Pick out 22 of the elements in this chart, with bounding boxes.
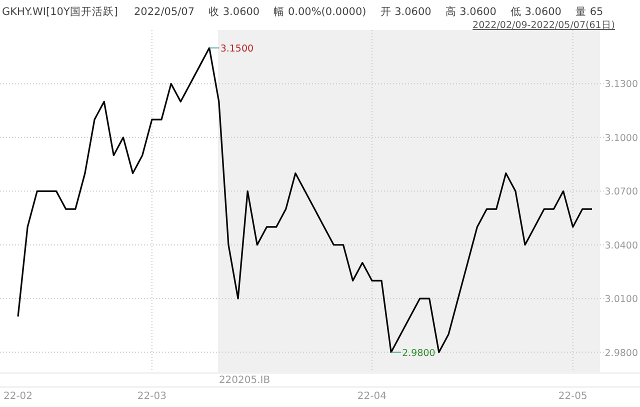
y-tick-label: 3.0100: [604, 294, 638, 306]
chart-title: GKHY.WI[10Y国开活跃]: [2, 6, 118, 18]
x-tick-label: 22-04: [357, 391, 386, 402]
text: 量 65: [575, 6, 604, 18]
text: 高 3.0600: [445, 5, 496, 18]
text: 低 3.0600: [510, 6, 562, 18]
y-tick-label: 3.0400: [604, 240, 638, 252]
y-tick-label: 3.1000: [604, 132, 638, 144]
x-tick-label: 22-05: [558, 391, 588, 402]
y-tick-label: 3.0700: [604, 186, 638, 198]
text: 2022/05/07: [134, 6, 195, 18]
annotation: 3.1500: [220, 43, 254, 54]
chart-subtitle: 2022/02/09-2022/05/07(61日): [472, 20, 615, 31]
x-tick-label: 22-02: [3, 391, 33, 402]
y-tick-label: 2.9800: [604, 348, 638, 359]
text: 开 3.0600: [380, 6, 432, 18]
annotation: 2.9800: [402, 348, 436, 359]
y-tick-label: 3.1300: [604, 79, 638, 90]
text: 收 3.0600: [208, 6, 260, 18]
x-tick-label: 22-03: [137, 391, 166, 402]
text: 幅 0.00%(0.0000): [274, 6, 366, 18]
text: 220205.IB: [218, 375, 270, 386]
